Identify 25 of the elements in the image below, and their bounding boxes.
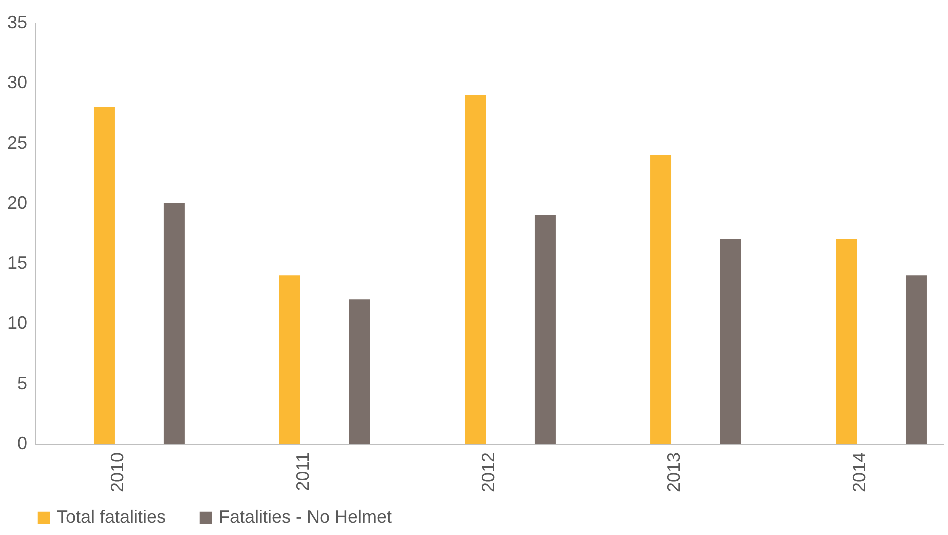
y-tick-label: 25 bbox=[7, 132, 28, 153]
legend-label: Total fatalities bbox=[57, 507, 166, 527]
legend-label: Fatalities - No Helmet bbox=[219, 507, 392, 527]
x-tick-label: 2014 bbox=[850, 452, 870, 493]
bar bbox=[534, 215, 556, 444]
bar bbox=[465, 95, 486, 444]
x-tick-label: 2010 bbox=[107, 452, 128, 493]
bar bbox=[906, 276, 927, 444]
y-tick-label: 30 bbox=[7, 72, 28, 93]
y-tick-label: 0 bbox=[17, 434, 28, 454]
y-tick-label: 10 bbox=[7, 313, 28, 334]
bar bbox=[720, 240, 742, 444]
x-tick-label: 2012 bbox=[478, 452, 498, 493]
y-tick-label: 15 bbox=[7, 253, 28, 274]
y-tick-label: 35 bbox=[7, 12, 28, 32]
bar bbox=[94, 107, 115, 444]
bar bbox=[349, 300, 370, 444]
bar bbox=[836, 240, 858, 444]
bar bbox=[280, 276, 300, 444]
bar bbox=[164, 203, 185, 444]
y-tick-label: 20 bbox=[7, 192, 28, 213]
x-tick-label: 2013 bbox=[664, 452, 684, 493]
bar bbox=[650, 155, 672, 444]
y-tick-label: 5 bbox=[17, 373, 28, 394]
x-tick-label: 2011 bbox=[292, 452, 313, 492]
